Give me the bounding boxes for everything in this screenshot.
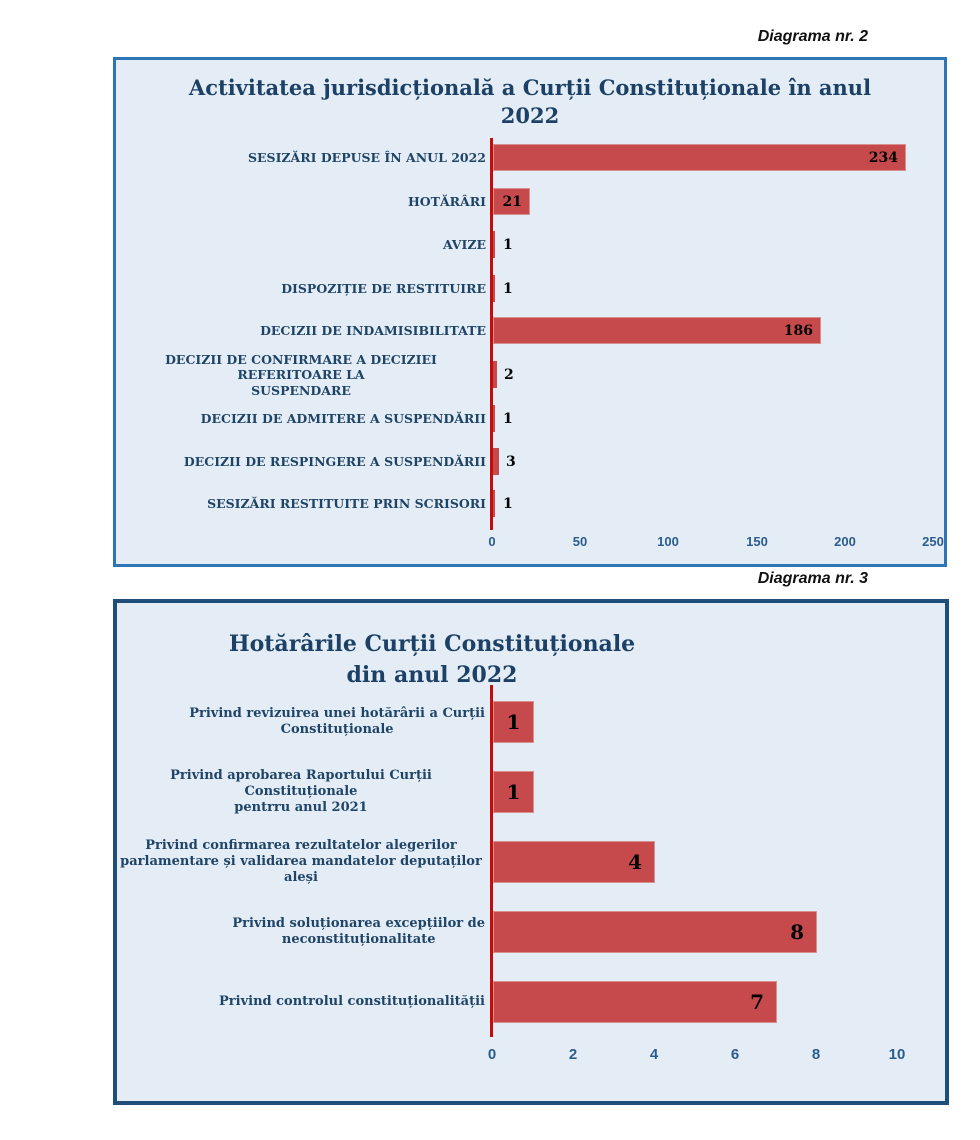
chart-1-bar-scrisori [493, 490, 495, 517]
chart-1-title: Activitatea jurisdicțională a Curții Con… [188, 75, 872, 128]
chart-1-category-label: DISPOZIȚIE DE RESTITUIRE [281, 281, 486, 297]
chart-2-bar-revizuirea: 1 [493, 701, 534, 743]
chart-2-x-tick: 8 [811, 1046, 821, 1063]
chart-1-activitatea-jurisdictionala: Activitatea jurisdicțională a Curții Con… [113, 57, 947, 567]
chart-2-bar-confirmarea: 4 [493, 841, 655, 883]
chart-2-title: Hotărârile Curții Constituționale din an… [228, 631, 636, 688]
chart-1-bar-hotarari: 21 [493, 188, 530, 215]
chart-2-x-tick: 4 [649, 1046, 659, 1063]
chart-1-bar-value: 1 [503, 280, 513, 297]
chart-1-bar-value: 186 [783, 322, 813, 339]
chart-1-y-axis-line [490, 138, 493, 530]
chart-2-bar-value: 8 [790, 920, 804, 944]
chart-2-category-label: Privind soluționarea excepțiilor de neco… [232, 915, 485, 947]
chart-2-y-axis-line [490, 685, 493, 1037]
chart-1-bar-value: 234 [868, 149, 898, 166]
diagram-3-caption: Diagrama nr. 3 [757, 570, 868, 587]
diagram-2-caption: Diagrama nr. 2 [757, 28, 868, 45]
chart-1-x-tick: 200 [834, 534, 856, 549]
chart-1-bar-decizii-inadmisibilitate: 186 [493, 317, 821, 344]
chart-1-category-label: HOTĂRÂRI [407, 194, 486, 210]
chart-1-category-label: SESIZĂRI DEPUSE ÎN ANUL 2022 [248, 150, 486, 166]
chart-2-x-tick: 2 [568, 1046, 578, 1063]
chart-2-category-label: Privind controlul constituționalității [219, 993, 485, 1009]
chart-1-bar-value: 1 [503, 236, 513, 253]
chart-1-bar-avize [493, 231, 495, 258]
chart-1-x-tick: 100 [657, 534, 679, 549]
chart-1-category-label: DECIZII DE CONFIRMARE A DECIZIEI REFERIT… [165, 351, 437, 398]
chart-1-bar-value: 1 [503, 495, 513, 512]
chart-1-bar-admitere [493, 405, 495, 432]
chart-1-bar-value: 21 [502, 193, 522, 210]
chart-1-category-label: DECIZII DE RESPINGERE A SUSPENDĂRII [183, 454, 486, 470]
chart-1-bar-value: 2 [504, 366, 514, 383]
chart-1-x-tick: 150 [746, 534, 768, 549]
chart-1-bar-value: 1 [503, 410, 513, 427]
chart-2-bar-value: 4 [628, 850, 642, 874]
chart-1-x-tick: 50 [572, 534, 588, 549]
chart-1-category-label: DECIZII DE ADMITERE A SUSPENDĂRII [200, 411, 486, 427]
chart-2-hotararile-curtii: Hotărârile Curții Constituționale din an… [113, 599, 949, 1105]
chart-2-x-tick: 10 [888, 1046, 906, 1063]
chart-2-x-tick: 6 [730, 1046, 740, 1063]
chart-1-bar-value: 3 [506, 453, 516, 470]
chart-2-bar-value: 1 [506, 710, 521, 734]
chart-1-category-label: DECIZII DE INDAMISIBILITATE [260, 323, 486, 339]
chart-1-bar-dispozitie [493, 275, 495, 302]
chart-2-bar-solutionarea: 8 [493, 911, 817, 953]
chart-1-bar-confirmare [493, 361, 497, 388]
chart-2-category-label: Privind confirmarea rezultatelor alegeri… [120, 837, 482, 886]
chart-2-bar-value: 1 [506, 780, 521, 804]
chart-2-category-label: Privind aprobarea Raportului Curții Cons… [170, 767, 432, 816]
chart-2-category-label: Privind revizuirea unei hotărârii a Curț… [189, 705, 485, 737]
chart-1-x-tick: 250 [922, 534, 944, 549]
chart-2-bar-controlul: 7 [493, 981, 777, 1023]
chart-1-bar-sesizari-depuse: 234 [493, 144, 906, 171]
chart-1-category-label: AVIZE [443, 237, 486, 253]
chart-1-x-tick: 0 [488, 534, 496, 549]
chart-2-x-tick: 0 [487, 1046, 497, 1063]
chart-1-category-label: SESIZĂRI RESTITUITE PRIN SCRISORI [207, 496, 486, 512]
chart-1-bar-respingere [493, 448, 499, 475]
chart-2-bar-aprobarea: 1 [493, 771, 534, 813]
chart-2-bar-value: 7 [750, 990, 764, 1014]
